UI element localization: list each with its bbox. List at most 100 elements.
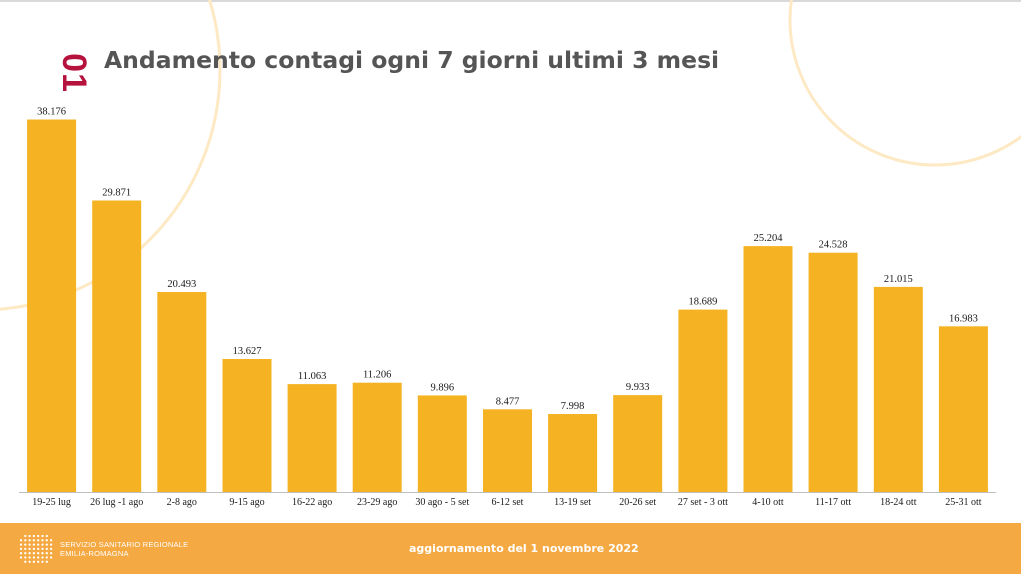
logo-dot — [49, 539, 53, 542]
logo-dot — [37, 543, 40, 546]
logo-dot — [28, 556, 31, 559]
logo-dot — [41, 543, 44, 546]
bar-value-label: 9.933 — [626, 382, 650, 393]
logo-dot — [41, 547, 44, 551]
x-tick-label: 4-10 ott — [752, 497, 784, 508]
logo-dot — [24, 560, 27, 563]
organization-name-line1: SERVIZIO SANITARIO REGIONALE — [60, 540, 189, 549]
x-tick-label: 13-19 set — [554, 497, 591, 508]
logo-dot — [32, 539, 36, 542]
bar-value-label: 16.983 — [949, 313, 978, 324]
logo-dot — [37, 534, 40, 538]
bar-value-label: 9.896 — [430, 382, 454, 393]
logo-dot — [28, 547, 31, 551]
x-tick-label: 27 set - 3 ott — [678, 497, 728, 508]
x-tick-label: 16-22 ago — [292, 497, 332, 508]
logo-dot — [45, 539, 48, 542]
bar-value-label: 38.176 — [37, 107, 66, 118]
organization-name: SERVIZIO SANITARIO REGIONALE EMILIA-ROMA… — [60, 540, 188, 558]
logo-dot — [49, 547, 53, 551]
bar — [287, 384, 337, 492]
logo-dot — [19, 539, 23, 542]
logo-dot — [37, 556, 40, 559]
dot-grid-logo-icon — [19, 534, 53, 563]
logo-dot — [32, 560, 36, 563]
x-tick-label: 20-26 set — [619, 497, 656, 508]
bar — [743, 246, 793, 492]
logo-dot — [45, 560, 48, 563]
logo-dot — [32, 534, 36, 538]
update-date: aggiornamento del 1 novembre 2022 — [409, 542, 639, 555]
bar — [92, 200, 142, 492]
logo-dot — [37, 539, 40, 542]
logo-dot — [28, 534, 31, 538]
logo-dot — [37, 547, 40, 551]
logo-dot — [37, 560, 40, 563]
logo-dot — [37, 552, 40, 555]
x-tick-label: 9-15 ago — [229, 497, 264, 508]
logo-dot — [24, 547, 27, 551]
bar — [417, 395, 467, 492]
logo-dot — [19, 556, 23, 559]
bar-value-label: 25.204 — [754, 233, 784, 244]
bar-value-label: 20.493 — [167, 279, 196, 290]
bar-value-label: 24.528 — [819, 240, 848, 251]
logo-dot — [49, 552, 53, 555]
x-tick-label: 25-31 ott — [945, 497, 982, 508]
logo-dot — [24, 539, 27, 542]
logo-dot — [28, 552, 31, 555]
bar — [613, 395, 663, 492]
x-tick-label: 18-24 ott — [880, 497, 917, 508]
bar — [157, 292, 207, 492]
x-tick-label: 6-12 set — [492, 497, 524, 508]
bar — [27, 119, 77, 492]
bar — [873, 286, 923, 492]
logo-dot — [41, 534, 44, 538]
bar-value-label: 29.871 — [102, 188, 131, 199]
logo-dot — [19, 543, 23, 546]
x-tick-label: 2-8 ago — [167, 497, 197, 508]
page-title: Andamento contagi ogni 7 giorni ultimi 3… — [104, 46, 720, 74]
bar — [808, 252, 858, 492]
x-tick-label: 30 ago - 5 set — [415, 497, 469, 508]
bar — [352, 382, 402, 492]
bar-value-label: 18.689 — [688, 297, 717, 308]
logo-dot — [45, 543, 48, 546]
logo-dot — [32, 547, 36, 551]
logo-dot — [41, 552, 44, 555]
logo-dot — [28, 539, 31, 542]
organization-name-line2: EMILIA-ROMAGNA — [60, 549, 129, 558]
logo-dot — [28, 543, 31, 546]
logo-dot — [32, 556, 36, 559]
bar-value-label: 11.063 — [298, 371, 327, 382]
bar-value-label: 11.206 — [363, 370, 392, 381]
x-tick-label: 11-17 ott — [815, 497, 851, 508]
x-tick-label: 23-29 ago — [357, 497, 397, 508]
footer-bar: SERVIZIO SANITARIO REGIONALE EMILIA-ROMA… — [0, 523, 1021, 574]
logo-dot — [19, 552, 23, 555]
bar-value-label: 8.477 — [496, 396, 520, 407]
bar — [938, 326, 988, 492]
bar-value-label: 7.998 — [561, 401, 585, 412]
logo-dot — [41, 560, 44, 563]
logo-dot — [49, 556, 53, 559]
logo-dot — [32, 543, 36, 546]
logo-dot — [41, 539, 44, 542]
x-tick-label: 26 lug -1 ago — [90, 497, 143, 508]
x-tick-label: 19-25 lug — [32, 497, 71, 508]
logo-dot — [24, 534, 27, 538]
logo-dot — [24, 552, 27, 555]
bar — [548, 414, 598, 492]
logo-dot — [49, 543, 53, 546]
logo-dot — [24, 556, 27, 559]
logo-dot — [32, 552, 36, 555]
bar-value-label: 13.627 — [233, 346, 262, 357]
logo-dot — [45, 534, 48, 538]
logo-dot — [19, 547, 23, 551]
logo-dot — [41, 556, 44, 559]
logo-dot — [45, 552, 48, 555]
bar — [222, 359, 272, 492]
bar-value-label: 21.015 — [884, 274, 913, 285]
logo-dot — [28, 560, 31, 563]
bar — [483, 409, 532, 492]
